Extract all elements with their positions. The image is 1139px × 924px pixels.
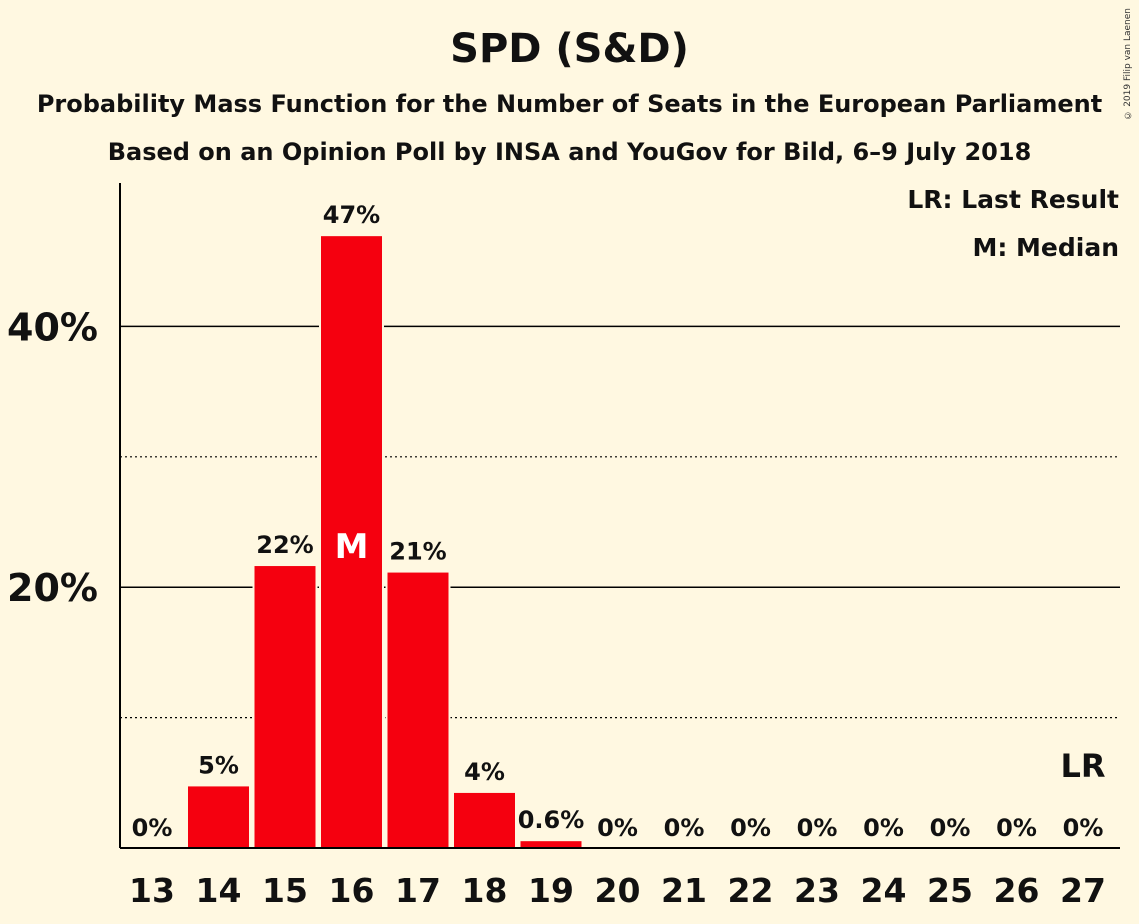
data-label: 21% (389, 538, 446, 566)
x-tick-label: 23 (794, 871, 840, 910)
x-tick-label: 18 (462, 871, 508, 910)
bar-18 (452, 790, 517, 850)
y-tick-label: 40% (7, 305, 98, 349)
chart-subtitle-poll: Based on an Opinion Poll by INSA and You… (107, 138, 1032, 166)
x-tick-label: 20 (595, 871, 641, 910)
x-tick-label: 21 (661, 871, 707, 910)
bar-16 (319, 234, 384, 849)
data-label: 22% (256, 531, 313, 559)
x-tick-label: 27 (1060, 871, 1106, 910)
data-label: 0% (132, 814, 173, 842)
bar-15 (252, 564, 318, 849)
data-label: 0% (664, 814, 705, 842)
x-tick-label: 16 (329, 871, 375, 910)
data-label: 0.6% (518, 806, 585, 834)
y-tick-label: 20% (7, 566, 98, 610)
x-tick-label: 25 (927, 871, 973, 910)
x-tick-label: 13 (129, 871, 175, 910)
bar-14 (186, 784, 251, 849)
bar-17 (385, 570, 451, 849)
data-label: 0% (797, 814, 838, 842)
chart-subtitle: Probability Mass Function for the Number… (36, 90, 1103, 118)
median-marker: M (335, 527, 369, 567)
legend-last-result: LR: Last Result (907, 185, 1119, 214)
x-tick-label: 15 (262, 871, 308, 910)
x-tick-label: 26 (994, 871, 1040, 910)
x-tick-label: 14 (196, 871, 242, 910)
data-label: 4% (464, 758, 505, 786)
chart-title: SPD (S&D) (450, 26, 689, 72)
data-label: 5% (198, 751, 239, 779)
x-tick-label: 19 (528, 871, 574, 910)
x-tick-label: 24 (861, 871, 907, 910)
legend-median: M: Median (972, 233, 1119, 262)
data-label: 0% (930, 814, 971, 842)
x-tick-label: 22 (728, 871, 774, 910)
last-result-marker: LR (1060, 747, 1105, 785)
data-label: 0% (996, 814, 1037, 842)
data-label: 0% (597, 814, 638, 842)
bar-19 (518, 839, 584, 849)
data-label: 0% (1063, 814, 1104, 842)
data-label: 47% (323, 201, 380, 229)
x-tick-label: 17 (395, 871, 441, 910)
data-label: 0% (730, 814, 771, 842)
data-label: 0% (863, 814, 904, 842)
